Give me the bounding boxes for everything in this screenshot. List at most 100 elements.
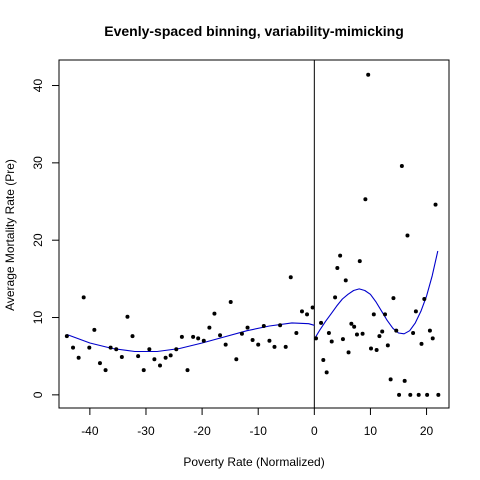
data-point [399, 163, 404, 168]
data-point [338, 253, 343, 258]
y-axis: 0 10 20 30 40 [31, 79, 60, 398]
data-point [425, 392, 430, 397]
data-point [185, 368, 190, 373]
data-point [326, 330, 331, 335]
plot-frame [58, 59, 450, 409]
y-tick-label: 40 [31, 79, 45, 93]
data-point [354, 332, 359, 337]
data-point [357, 259, 362, 264]
data-point [288, 275, 293, 280]
data-point [228, 300, 233, 305]
data-point [191, 334, 196, 339]
x-tick-label: 10 [364, 424, 378, 438]
data-point [245, 325, 250, 330]
data-point [174, 347, 179, 352]
data-point [333, 295, 338, 300]
data-point [87, 345, 92, 350]
data-point [329, 339, 334, 344]
x-tick-label: 20 [420, 424, 434, 438]
data-point [158, 363, 163, 368]
x-tick-label: -20 [193, 424, 211, 438]
data-point [319, 320, 324, 325]
data-point [349, 321, 354, 326]
y-tick-label: 0 [31, 391, 45, 398]
data-point [223, 342, 228, 347]
data-point [141, 368, 146, 373]
data-point [397, 392, 402, 397]
data-point [377, 334, 382, 339]
data-point [152, 357, 157, 362]
data-point [419, 341, 424, 346]
data-point [416, 392, 421, 397]
data-point [267, 338, 272, 343]
data-point [310, 305, 315, 310]
data-point [71, 345, 76, 350]
data-point [408, 392, 413, 397]
data-point [388, 377, 393, 382]
data-point [340, 337, 345, 342]
data-points [64, 72, 441, 397]
data-point [360, 331, 365, 336]
data-point [314, 336, 319, 341]
y-tick-label: 10 [31, 311, 45, 325]
data-point [343, 278, 348, 283]
data-point [163, 355, 168, 360]
data-point [125, 314, 130, 319]
data-point [324, 370, 329, 375]
data-point [321, 358, 326, 363]
data-point [363, 197, 368, 202]
data-point [201, 338, 206, 343]
data-point [371, 312, 376, 317]
data-point [391, 296, 396, 301]
data-point [383, 312, 388, 317]
data-point [119, 354, 124, 359]
data-point [108, 345, 113, 350]
data-point [103, 368, 108, 373]
data-point [272, 344, 277, 349]
data-point [76, 355, 81, 360]
data-point [212, 311, 217, 316]
y-tick-label: 20 [31, 233, 45, 247]
data-point [283, 344, 288, 349]
x-axis: -40 -30 -20 -10 0 10 20 [81, 407, 434, 438]
data-point [374, 348, 379, 352]
data-point [207, 325, 212, 330]
data-point [218, 333, 223, 338]
data-point [394, 328, 399, 333]
data-point [136, 354, 141, 359]
data-point [366, 72, 371, 77]
data-point [422, 296, 427, 301]
data-point [305, 312, 310, 317]
data-point [427, 328, 432, 333]
y-tick-label: 30 [31, 156, 45, 170]
data-point [81, 295, 86, 300]
data-point [168, 353, 173, 358]
data-point [430, 336, 435, 341]
data-point [405, 233, 410, 238]
left-fit-line [66, 322, 315, 353]
data-point [335, 266, 340, 271]
data-point [413, 309, 418, 314]
data-point [369, 346, 373, 351]
data-point [299, 309, 304, 314]
data-point [261, 324, 266, 329]
data-point [294, 330, 299, 335]
data-point [385, 343, 390, 348]
fit-lines [66, 250, 439, 353]
data-point [234, 357, 239, 362]
data-point [352, 324, 357, 329]
data-point [250, 337, 255, 342]
data-point [256, 342, 261, 347]
data-point [402, 378, 407, 383]
right-fit-line [313, 250, 439, 340]
data-point [380, 329, 385, 334]
y-axis-label: Average Mortality Rate (Pre) [3, 159, 17, 311]
data-point [239, 331, 244, 336]
data-point [411, 330, 416, 335]
chart-title: Evenly-spaced binning, variability-mimic… [104, 23, 404, 39]
x-tick-label: 0 [311, 424, 318, 438]
x-tick-label: -40 [81, 424, 99, 438]
data-point [433, 202, 438, 207]
data-point [64, 334, 69, 339]
